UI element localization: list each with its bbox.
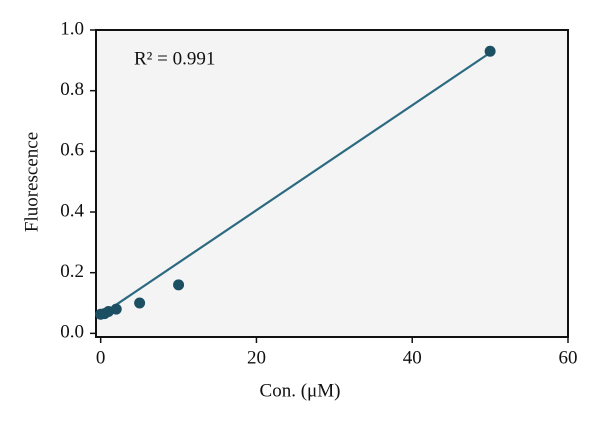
annotation: R² = 0.991 <box>134 48 215 69</box>
x-tick-label: 40 <box>403 347 422 368</box>
plot-background <box>96 30 568 337</box>
x-tick-label: 0 <box>96 347 106 368</box>
fit-line <box>100 51 491 317</box>
y-tick-label: 0.6 <box>60 140 84 161</box>
x-axis-label: Con. (μM) <box>260 380 341 401</box>
x-tick-label: 20 <box>247 347 266 368</box>
y-tick-label: 1.0 <box>60 18 84 39</box>
plot-frame <box>95 29 569 338</box>
data-point <box>484 45 496 57</box>
data-point <box>134 297 146 309</box>
data-point <box>110 303 122 315</box>
y-tick-label: 0.8 <box>60 79 84 100</box>
y-tick-label: 0.4 <box>60 200 84 221</box>
y-axis-label: Fluorescence <box>21 132 42 232</box>
data-point <box>173 279 185 291</box>
y-tick-label: 0.2 <box>60 261 84 282</box>
x-tick-label: 60 <box>559 347 578 368</box>
y-tick-label: 0.0 <box>60 322 84 343</box>
